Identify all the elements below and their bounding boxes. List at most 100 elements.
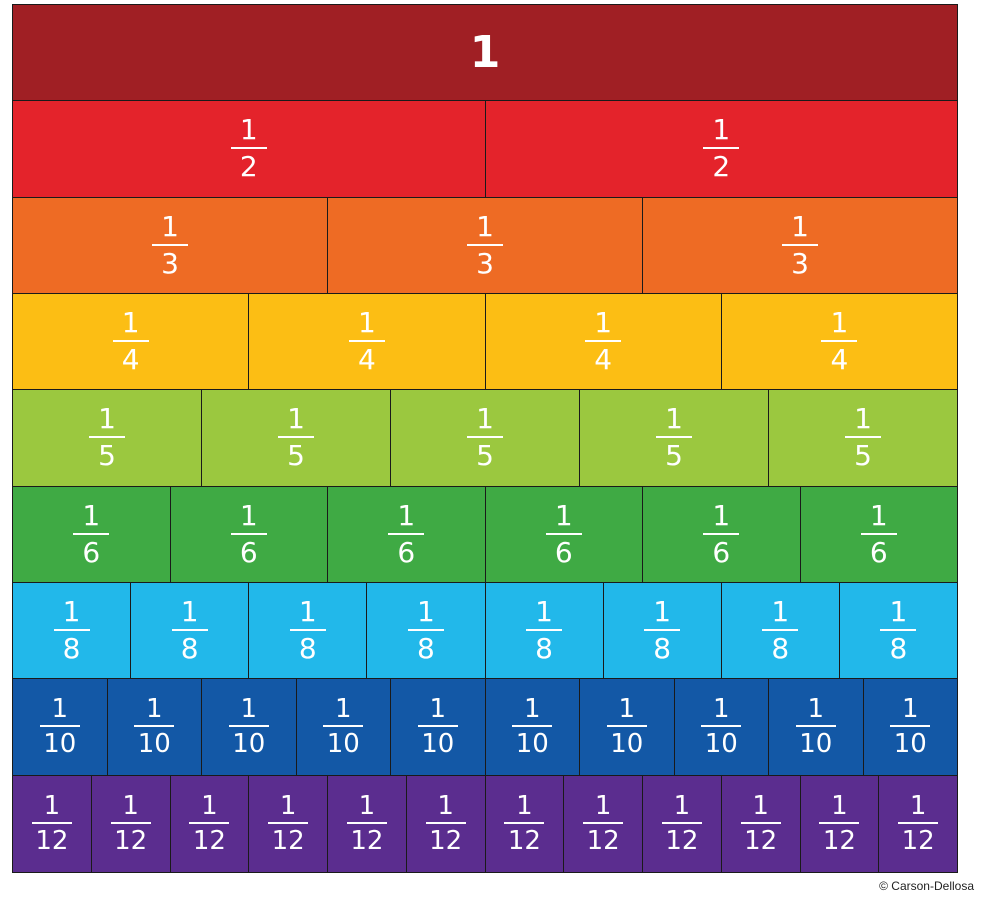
- whole-label: 1: [469, 27, 501, 79]
- fraction-piece-1-10: 1 10: [485, 679, 580, 776]
- fraction-bar: [880, 629, 917, 632]
- fraction-denominator: 12: [507, 826, 541, 857]
- fraction-label: 1 10: [228, 694, 269, 757]
- fraction-denominator: 12: [192, 826, 226, 857]
- fraction-denominator: 12: [901, 826, 935, 857]
- fraction-numerator: 1: [869, 498, 888, 532]
- fraction-bar: [661, 822, 702, 825]
- fraction-numerator: 1: [712, 694, 730, 725]
- fraction-bar: [526, 629, 563, 632]
- fraction-bar: [585, 340, 622, 343]
- fraction-denominator: 4: [594, 343, 613, 377]
- fraction-denominator: 5: [476, 439, 494, 473]
- fraction-bar: [606, 725, 647, 728]
- fraction-bar: [346, 822, 387, 825]
- fraction-numerator: 1: [594, 791, 612, 822]
- fraction-denominator: 10: [610, 729, 644, 760]
- fraction-numerator: 1: [437, 791, 454, 822]
- fraction-label: 1 10: [512, 694, 553, 760]
- fraction-piece-1-10: 1 10: [674, 679, 769, 776]
- fraction-bar: [230, 147, 267, 150]
- fraction-denominator: 4: [121, 343, 140, 377]
- fraction-bar: [656, 436, 692, 439]
- fraction-numerator: 1: [161, 209, 179, 243]
- fraction-bar: [512, 725, 553, 728]
- fraction-denominator: 10: [515, 729, 549, 760]
- fraction-numerator: 1: [752, 791, 769, 822]
- fraction-numerator: 1: [909, 791, 927, 822]
- fraction-denominator: 12: [822, 826, 856, 857]
- fraction-numerator: 1: [334, 694, 352, 725]
- fraction-bar: [171, 629, 208, 632]
- fraction-bar: [152, 243, 188, 246]
- fraction-bar: [189, 822, 230, 825]
- fraction-numerator: 1: [62, 595, 81, 629]
- fraction-numerator: 1: [771, 595, 790, 629]
- fraction-numerator: 1: [523, 694, 541, 725]
- fraction-bar: [268, 822, 309, 825]
- fraction-numerator: 1: [240, 694, 258, 725]
- fraction-numerator: 1: [618, 694, 636, 725]
- fraction-bar: [407, 629, 444, 632]
- fraction-label: 1 10: [890, 696, 931, 760]
- fraction-label: 1 12: [425, 791, 466, 857]
- fraction-numerator: 1: [417, 595, 435, 629]
- fraction-numerator: 1: [831, 791, 848, 822]
- fraction-denominator: 10: [704, 729, 738, 760]
- fraction-bar: [583, 822, 624, 825]
- fraction-numerator: 1: [594, 306, 613, 340]
- fraction-denominator: 5: [287, 439, 305, 473]
- fraction-denominator: 8: [771, 632, 790, 666]
- fraction-piece-1-12: 1 12: [800, 775, 880, 872]
- fraction-denominator: 10: [799, 729, 833, 760]
- fraction-piece-1-10: 1 10: [769, 679, 864, 776]
- fraction-row-1: 1: [13, 5, 957, 102]
- fraction-denominator: 3: [161, 246, 179, 280]
- fraction-denominator: 10: [43, 729, 77, 760]
- fraction-label: 1 10: [134, 696, 175, 760]
- fraction-denominator: 10: [893, 729, 927, 760]
- fraction-piece-1-10: 1 10: [391, 679, 486, 776]
- fraction-piece-1-10: 1 10: [202, 679, 297, 776]
- fraction-numerator: 1: [239, 113, 258, 147]
- fraction-piece-1-12: 1 12: [170, 775, 250, 872]
- fraction-denominator: 12: [429, 826, 463, 857]
- fraction-label: 1 10: [701, 694, 742, 760]
- fraction-numerator: 1: [397, 498, 416, 532]
- fraction-label: 1 10: [795, 696, 836, 760]
- fraction-label: 1 12: [31, 793, 72, 854]
- fraction-bar: [644, 629, 681, 632]
- fraction-denominator: 10: [326, 729, 360, 760]
- fraction-denominator: 10: [137, 729, 171, 760]
- fraction-bar: [703, 532, 740, 535]
- fraction-denominator: 12: [350, 826, 384, 857]
- fraction-bar: [323, 725, 364, 728]
- fraction-denominator: 12: [271, 826, 305, 857]
